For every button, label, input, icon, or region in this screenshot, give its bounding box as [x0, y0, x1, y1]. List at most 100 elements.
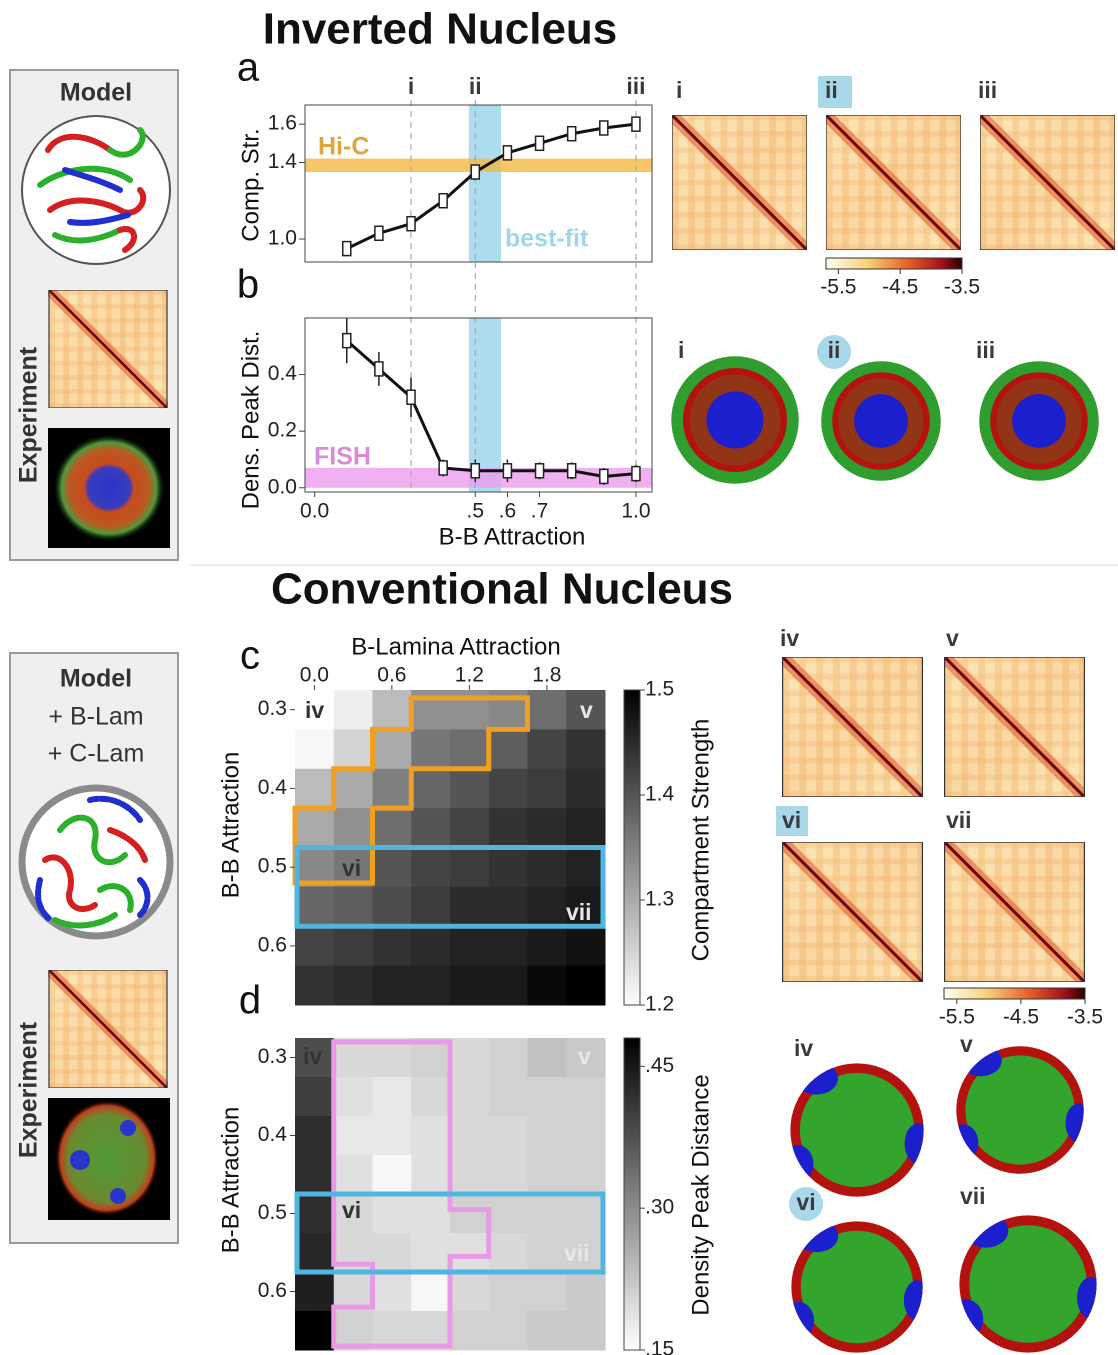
- heatmap-cell: [527, 1233, 567, 1273]
- structure-label: i: [678, 337, 684, 363]
- y-axis-label: Comp. Str.: [237, 128, 264, 241]
- marker-label: ii: [469, 73, 482, 99]
- heatmap-cell: [372, 768, 412, 809]
- box-point: [599, 120, 609, 136]
- x-axis-label: B-Lamina Attraction: [351, 633, 560, 660]
- x-tick-label: 1.8: [532, 664, 561, 687]
- side-extra: + B-Lam: [48, 703, 143, 731]
- section-title: Inverted Nucleus: [263, 5, 618, 54]
- y-axis-label: B-B Attraction: [217, 752, 244, 899]
- heatmap-cell: [333, 1077, 373, 1117]
- heatmap-cell: [566, 1077, 606, 1117]
- heatmap-cell: [411, 1155, 451, 1195]
- heatmap-cell: [411, 808, 451, 848]
- heatmap-cell: [372, 1194, 412, 1234]
- heatmap-cell: [527, 729, 567, 770]
- heatmap-cell: [527, 965, 567, 1006]
- contact-map: [945, 842, 1085, 982]
- heatmap-cell: [372, 847, 412, 888]
- structure: [821, 361, 941, 481]
- model-circle: [21, 115, 171, 265]
- panel-letter: c: [240, 634, 260, 678]
- map-label: ii: [825, 77, 838, 103]
- y-axis-label: B-B Attraction: [217, 1107, 244, 1254]
- heatmap-cell: [450, 965, 490, 1006]
- reference-label: Hi-C: [318, 133, 369, 161]
- heatmap-cell: [566, 808, 606, 848]
- colorbar-scale: [825, 257, 963, 270]
- structure-label: iv: [794, 1035, 813, 1061]
- heatmap-cell: [333, 886, 373, 927]
- region-label: v: [580, 697, 593, 723]
- chart: 0.3 0.4 0.5 0.6 iv v vi vii .15 .30 .45 Density Pea…: [217, 979, 714, 1355]
- region-outline: [331, 1039, 492, 1349]
- y-tick-label: 0.4: [258, 1123, 288, 1146]
- y-tick-label: 1.6: [268, 112, 297, 135]
- data-line: [345, 339, 637, 478]
- heatmap-cell: [411, 1272, 451, 1312]
- x-tick-label: .7: [531, 500, 549, 523]
- heatmap-cell: [372, 886, 412, 927]
- contact-map: [980, 115, 1115, 250]
- highlight-band: [468, 318, 501, 492]
- contact-map: [945, 657, 1085, 797]
- x-tick-label: 1.2: [455, 664, 484, 687]
- colorbar-tick-label: 1.5: [645, 678, 674, 701]
- box-point: [631, 465, 641, 482]
- heatmap-cell: [527, 886, 567, 927]
- x-axis-label: B-B Attraction: [439, 523, 586, 550]
- heatmap-cell: [411, 886, 451, 927]
- colorbar-label: Density Peak Distance: [687, 1074, 714, 1315]
- heatmap-cell: [527, 1155, 567, 1195]
- heatmap-cell: [372, 729, 412, 770]
- heatmap-cell: [411, 1077, 451, 1117]
- contact-map: [783, 842, 923, 982]
- heatmap-cell: [295, 965, 335, 1006]
- chart: FISH 0.0 0.2 0.4 0.0 .5 .6 .7 1.0 b Dens. Peak Dis…: [237, 262, 653, 550]
- heatmap-cell: [527, 1194, 567, 1234]
- heatmap-cell: [372, 1155, 412, 1195]
- heatmap-cell: [411, 1038, 451, 1078]
- structure: [979, 361, 1099, 481]
- heatmap-cell: [566, 965, 606, 1006]
- heatmap-cell: [333, 1038, 373, 1078]
- experiment-blob: [120, 1120, 136, 1136]
- heatmap-cell: [488, 1155, 528, 1195]
- heatmap-cell: [566, 1233, 606, 1273]
- heatmap-cell: [295, 1272, 335, 1312]
- experiment-cell: [53, 434, 165, 542]
- map-label: iv: [780, 625, 799, 651]
- box-point: [342, 240, 352, 257]
- region-label: vi: [342, 1197, 361, 1223]
- heatmap-cell: [295, 690, 335, 730]
- heatmap-cell: [333, 1116, 373, 1156]
- heatmap-cell: [372, 965, 412, 1006]
- heatmap-cell: [411, 1233, 451, 1273]
- box-point: [438, 460, 448, 476]
- structure-label: iii: [976, 337, 995, 363]
- box-point: [406, 389, 416, 405]
- panel-letter: a: [237, 46, 260, 90]
- heatmap-cell: [450, 1116, 490, 1156]
- box-point: [342, 332, 352, 349]
- structure-label: vii: [960, 1183, 986, 1209]
- heatmap-cell: [295, 1116, 335, 1156]
- y-tick-label: 0.3: [258, 697, 287, 720]
- label-highlight: [776, 806, 808, 836]
- heatmap-cell: [566, 926, 606, 967]
- box-point: [566, 125, 577, 142]
- map-label: v: [946, 625, 959, 651]
- structure: [671, 356, 799, 484]
- map-label: iii: [978, 77, 997, 103]
- colorbar-tick-label: .45: [645, 1054, 674, 1077]
- heatmap-cell: [527, 926, 567, 967]
- colorbar-tick-label: -3.5: [1067, 1006, 1103, 1029]
- box-point: [374, 361, 384, 377]
- colorbar-tick-label: 1.3: [645, 888, 674, 911]
- y-tick-label: 1.4: [268, 150, 298, 173]
- heatmap-cell: [527, 1116, 567, 1156]
- y-tick-label: 0.6: [258, 933, 287, 956]
- box-point: [599, 468, 609, 485]
